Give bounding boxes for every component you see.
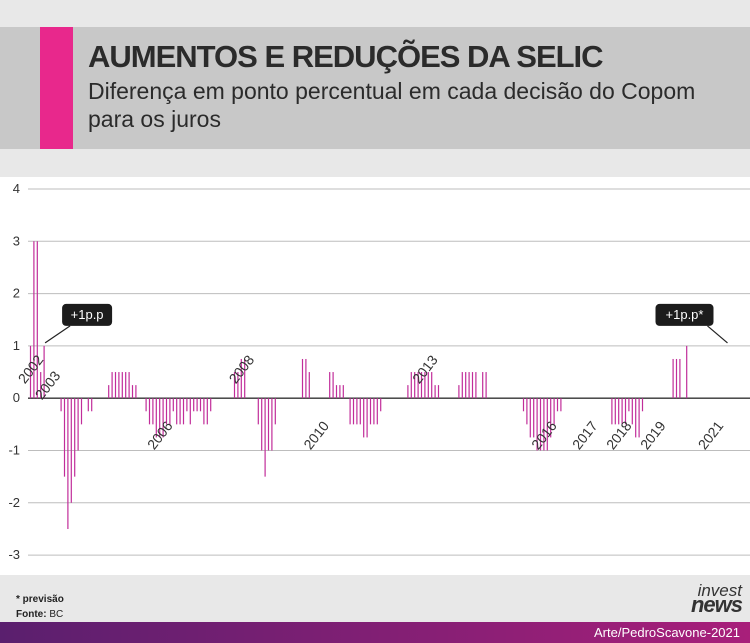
annotation-arrow [707,325,728,344]
x-label-2016: 2016 [528,418,560,453]
x-label-2013: 2013 [409,352,441,387]
investnews-logo: invest news [690,581,743,617]
y-tick-label: 4 [13,181,20,196]
forecast-note: * previsão [16,594,64,605]
y-tick-label: 2 [13,286,20,301]
annotation-box [655,303,714,326]
chart-area: 4 3 2 1 0 -1 -2 -3 2002 2003 2006 2008 2010 2013 2016 2… [0,177,750,575]
x-label-2008: 2008 [225,352,257,387]
x-label-2006: 2006 [144,418,176,453]
header-banner: AUMENTOS E REDUÇÕES DA SELIC Diferença e… [0,27,750,149]
y-tick-label: -1 [8,443,20,458]
page-subtitle: Diferença em ponto percentual em cada de… [88,78,696,132]
x-label-2018: 2018 [603,418,635,453]
y-tick-label: 0 [13,390,20,405]
source-line: Fonte: BC [16,609,64,620]
credit-text: Arte/PedroScavone-2021 [594,625,740,640]
y-tick-label: -2 [8,495,20,510]
footer-note: * previsão Fonte: BC [16,592,64,622]
y-tick-label: 3 [13,233,20,248]
page-title: AUMENTOS E REDUÇÕES DA SELIC [88,39,604,74]
bottom-bar: Arte/PedroScavone-2021 [0,622,750,643]
y-tick-label: 1 [13,338,20,353]
y-tick-label: -3 [8,547,20,562]
annotation-arrow [44,325,71,344]
annotation-label: +1p.p* [666,307,704,322]
logo-text-top: invest [697,581,742,600]
x-label-2017: 2017 [569,418,601,453]
x-label-2010: 2010 [300,418,332,453]
x-label-2021: 2021 [695,418,727,453]
x-label-2019: 2019 [637,418,669,453]
annotation-label: +1p.p [71,307,104,322]
accent-bar [40,27,73,149]
logo-text-bottom: news [690,592,743,617]
annotation-box [62,303,113,326]
